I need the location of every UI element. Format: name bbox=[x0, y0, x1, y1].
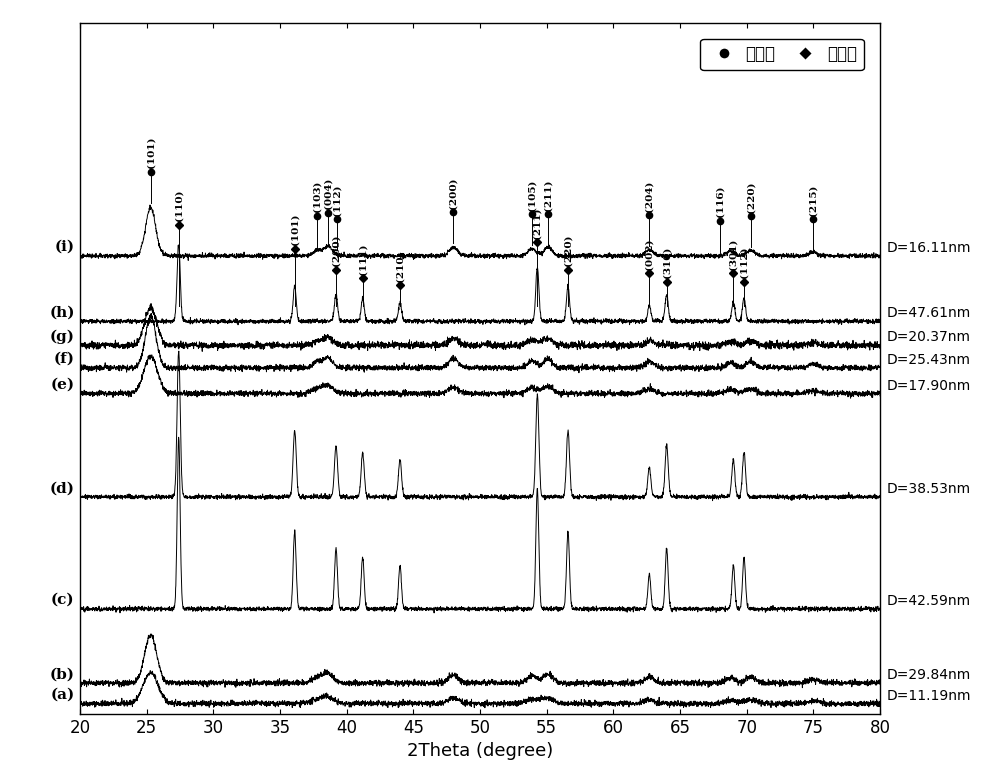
Text: (211): (211) bbox=[533, 207, 542, 238]
Text: D=17.90nm: D=17.90nm bbox=[887, 379, 971, 393]
Text: (200): (200) bbox=[449, 177, 458, 209]
Text: D=20.37nm: D=20.37nm bbox=[887, 331, 971, 345]
Legend: 锐钛矿, 金红石: 锐钛矿, 金红石 bbox=[700, 39, 864, 70]
Text: (004): (004) bbox=[324, 178, 333, 210]
Text: (002): (002) bbox=[645, 238, 654, 269]
Text: D=42.59nm: D=42.59nm bbox=[887, 594, 971, 608]
Text: (116): (116) bbox=[716, 185, 725, 217]
Text: D=25.43nm: D=25.43nm bbox=[887, 353, 971, 367]
Text: (b): (b) bbox=[50, 667, 75, 681]
Text: (112): (112) bbox=[333, 185, 342, 216]
Text: (111): (111) bbox=[358, 243, 367, 275]
Text: (f): (f) bbox=[54, 352, 75, 366]
Text: D=11.19nm: D=11.19nm bbox=[887, 689, 971, 703]
Text: (105): (105) bbox=[528, 179, 536, 211]
Text: (215): (215) bbox=[809, 185, 818, 216]
X-axis label: 2Theta (degree): 2Theta (degree) bbox=[407, 743, 553, 760]
Text: (200): (200) bbox=[332, 234, 341, 266]
Text: (101): (101) bbox=[146, 137, 155, 168]
Text: (101): (101) bbox=[290, 214, 299, 245]
Text: (211): (211) bbox=[544, 179, 553, 210]
Text: D=16.11nm: D=16.11nm bbox=[887, 241, 971, 255]
Text: (210): (210) bbox=[396, 250, 405, 282]
Text: (c): (c) bbox=[51, 593, 75, 607]
Text: (i): (i) bbox=[55, 240, 75, 254]
Text: (204): (204) bbox=[645, 181, 654, 212]
Text: (112): (112) bbox=[740, 247, 748, 278]
Text: (310): (310) bbox=[662, 247, 671, 278]
Text: (220): (220) bbox=[746, 181, 755, 213]
Text: (e): (e) bbox=[51, 378, 75, 392]
Text: (g): (g) bbox=[50, 329, 75, 344]
Text: (d): (d) bbox=[50, 481, 75, 495]
Text: D=38.53nm: D=38.53nm bbox=[887, 482, 971, 496]
Text: D=47.61nm: D=47.61nm bbox=[887, 307, 971, 320]
Text: (103): (103) bbox=[313, 181, 322, 213]
Text: (a): (a) bbox=[50, 688, 75, 702]
Text: (220): (220) bbox=[564, 234, 573, 266]
Text: (301): (301) bbox=[729, 238, 738, 269]
Text: (110): (110) bbox=[174, 190, 183, 221]
Text: D=29.84nm: D=29.84nm bbox=[887, 668, 971, 682]
Text: (h): (h) bbox=[49, 306, 75, 320]
